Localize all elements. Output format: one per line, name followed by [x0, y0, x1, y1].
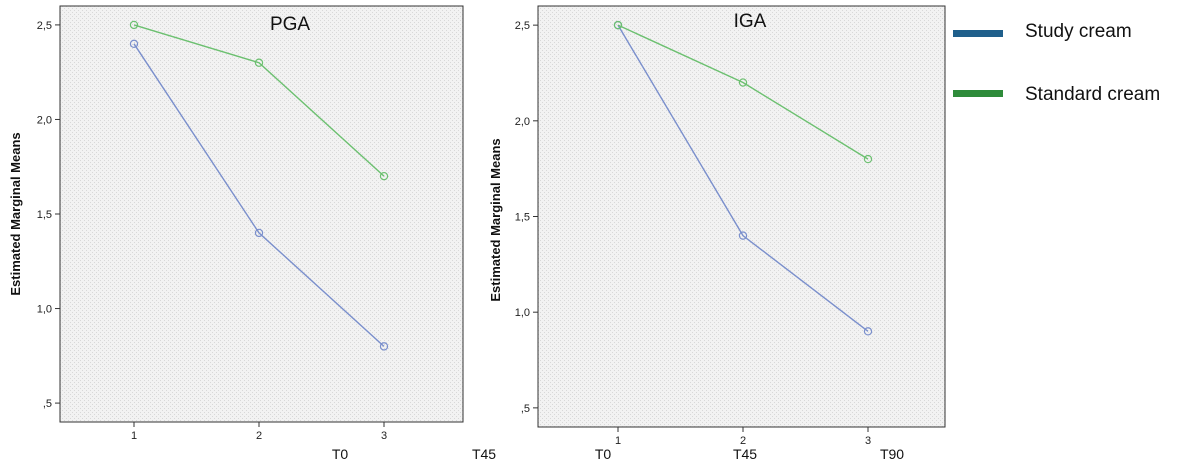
- iga-phase-label-t90: T90: [880, 446, 904, 462]
- iga-chart-title: IGA: [734, 11, 767, 32]
- iga-point-standard-cream: [738, 78, 748, 87]
- iga-series: [613, 20, 873, 336]
- pga-series: [129, 20, 389, 351]
- pga-phase-label-t45: T45: [472, 446, 496, 462]
- legend-swatch-study-cream: [953, 30, 1003, 37]
- pga-plot-area: [59, 5, 464, 423]
- iga-line-study-cream: [617, 24, 869, 332]
- pga-y-tick-label: 2,5: [37, 20, 52, 32]
- pga-x-tick-label: 2: [256, 430, 262, 442]
- iga-x-ticks: 1 2 3: [615, 427, 871, 447]
- iga-point-study-cream: [738, 231, 748, 240]
- pga-y-tick-label: 1,0: [37, 304, 52, 316]
- iga-line-standard-cream: [617, 24, 869, 160]
- pga-phase-label-t0: T0: [332, 446, 349, 462]
- pga-x-tick-label: 1: [131, 430, 137, 442]
- pga-y-tick-label: ,5: [43, 398, 52, 410]
- pga-point-standard-cream: [129, 20, 139, 30]
- iga-chart: Estimated Marginal Means IGA ,5 1,0 1,5 2,0…: [488, 5, 946, 462]
- iga-point-standard-cream: [613, 20, 623, 30]
- pga-y-tick-label: 2,0: [37, 114, 52, 126]
- legend-label-standard-cream: Standard cream: [1025, 84, 1160, 105]
- pga-chart: Estimated Marginal Means PGA ,5 1,0 1,5 2,0…: [8, 5, 496, 462]
- iga-x-tick-label: 2: [740, 435, 746, 447]
- iga-point-study-cream: [863, 327, 873, 336]
- pga-point-study-cream: [254, 228, 264, 238]
- iga-y-tick-label: 1,5: [515, 212, 530, 224]
- pga-y-axis-label: Estimated Marginal Means: [8, 132, 23, 295]
- pga-y-ticks: ,5 1,0 1,5 2,0 2,5: [37, 20, 60, 410]
- legend-swatch-standard-cream: [953, 90, 1003, 97]
- iga-phase-label-t45: T45: [733, 446, 757, 462]
- iga-y-axis-label: Estimated Marginal Means: [488, 138, 503, 301]
- pga-line-study-cream: [133, 43, 385, 347]
- pga-x-tick-label: 3: [381, 430, 387, 442]
- pga-line-standard-cream: [133, 24, 385, 177]
- iga-plot-area: [537, 5, 946, 428]
- pga-y-tick-label: 1,5: [37, 209, 52, 221]
- legend: Study cream Standard cream: [953, 21, 1160, 105]
- iga-x-tick-label: 1: [615, 435, 621, 447]
- iga-y-tick-label: 2,0: [515, 116, 530, 128]
- pga-chart-title: PGA: [270, 14, 310, 35]
- iga-y-ticks: ,5 1,0 1,5 2,0 2,5: [515, 20, 538, 415]
- legend-label-study-cream: Study cream: [1025, 21, 1132, 42]
- pga-point-standard-cream: [254, 58, 264, 67]
- iga-x-tick-label: 3: [865, 435, 871, 447]
- iga-phase-label-t0: T0: [595, 446, 612, 462]
- pga-point-study-cream: [379, 342, 389, 351]
- pga-point-standard-cream: [379, 171, 389, 181]
- iga-y-tick-label: 2,5: [515, 20, 530, 32]
- pga-x-ticks: 1 2 3: [131, 422, 387, 442]
- pga-point-study-cream: [129, 39, 139, 49]
- iga-y-tick-label: 1,0: [515, 307, 530, 319]
- iga-y-tick-label: ,5: [521, 403, 530, 415]
- iga-point-standard-cream: [863, 154, 873, 164]
